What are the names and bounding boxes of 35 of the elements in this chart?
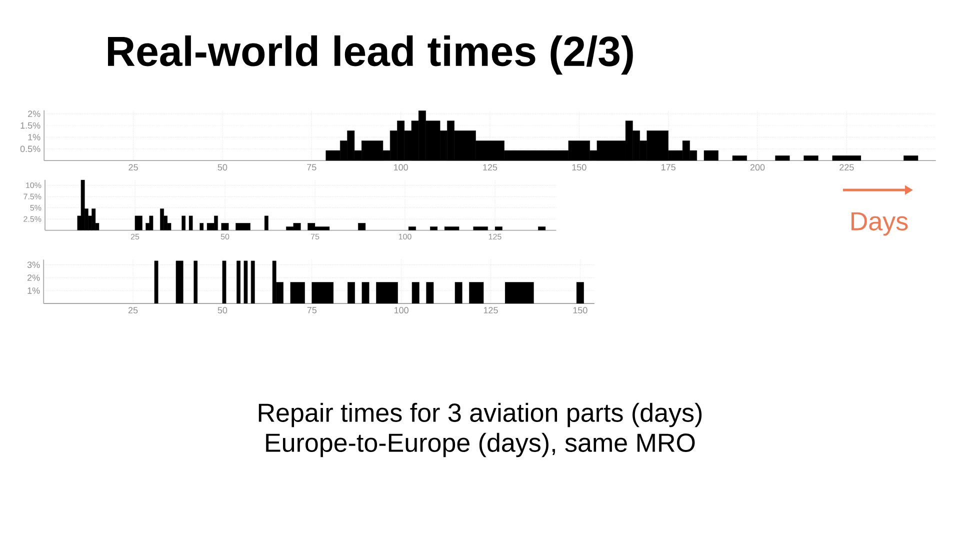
x-tick-label: 50 — [218, 307, 228, 314]
x-tick-label: 25 — [128, 307, 138, 314]
x-tick-label: 25 — [130, 234, 140, 240]
text: Days — [852, 212, 908, 236]
chart-title: Real-world lead times (2/3) — [108, 35, 633, 75]
x-tick-label: 200 — [750, 164, 765, 171]
text: Repair times for 3 aviation parts (days) — [258, 402, 702, 428]
x-tick-label: 25 — [128, 164, 138, 171]
y-tick-label: 1% — [28, 134, 40, 140]
x-tick-label: 50 — [220, 234, 230, 240]
x-tick-label: 75 — [310, 234, 320, 240]
x-tick-label: 175 — [662, 164, 676, 170]
y-tick-label: 0.5% — [20, 146, 40, 152]
y-tick-label: 2% — [28, 274, 40, 281]
x-tick-label: 75 — [307, 164, 316, 170]
x-tick-label: 225 — [840, 164, 854, 171]
x-tick-label: 75 — [307, 307, 317, 314]
y-tick-label: 10% — [26, 182, 42, 188]
x-tick-label: 150 — [572, 164, 586, 171]
y-tick-label: 7.5% — [24, 194, 42, 200]
y-tick-label: 1.5% — [20, 122, 40, 129]
text: Europe-to-Europe (days), same MRO — [266, 432, 695, 458]
y-tick-label: 5% — [30, 204, 42, 211]
x-tick-label: 50 — [218, 164, 228, 171]
y-tick-label: 1% — [28, 287, 40, 294]
x-tick-label: 125 — [484, 307, 498, 314]
x-tick-label: 125 — [488, 234, 502, 240]
x-tick-label: 125 — [483, 164, 498, 171]
x-tick-label: 150 — [573, 307, 588, 314]
y-tick-label: 3% — [27, 262, 40, 268]
y-tick-label: 2% — [28, 110, 40, 117]
x-tick-label: 100 — [394, 307, 408, 314]
x-tick-label: 100 — [398, 234, 412, 240]
x-tick-label: 100 — [394, 164, 408, 171]
y-tick-label: 2.5% — [24, 216, 42, 222]
